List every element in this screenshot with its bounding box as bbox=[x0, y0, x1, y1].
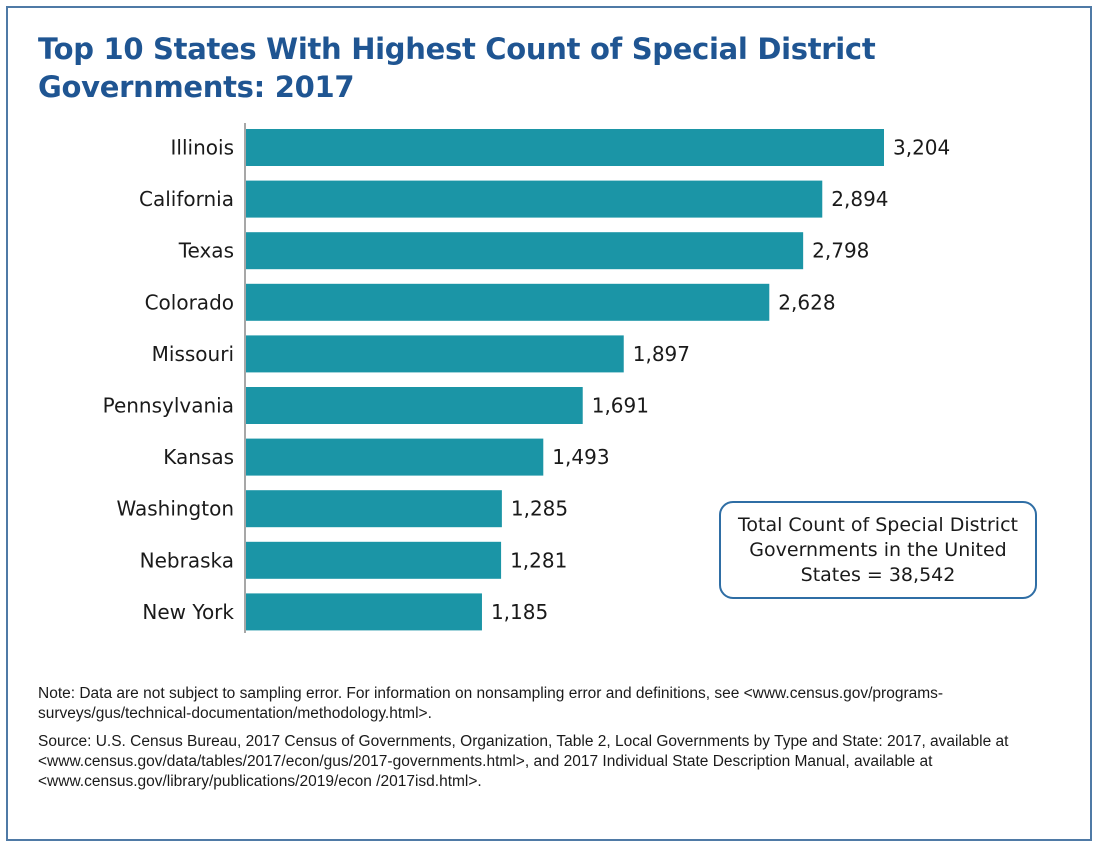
value-label: 1,281 bbox=[510, 548, 567, 572]
value-label: 2,798 bbox=[812, 239, 869, 263]
note-text: Note: Data are not subject to sampling e… bbox=[38, 685, 944, 722]
value-label: 2,894 bbox=[831, 187, 888, 211]
chart-title: Top 10 States With Highest Count of Spec… bbox=[38, 32, 876, 104]
notes-section: Note: Data are not subject to sampling e… bbox=[38, 684, 1048, 800]
value-label: 1,493 bbox=[552, 445, 609, 469]
bar-new-york bbox=[246, 593, 482, 631]
value-label: 1,185 bbox=[491, 600, 548, 624]
category-label: New York bbox=[142, 600, 234, 624]
bar-illinois bbox=[246, 129, 884, 166]
bar-colorado bbox=[246, 283, 770, 321]
value-label: 1,285 bbox=[511, 497, 568, 521]
category-label: Colorado bbox=[145, 290, 234, 314]
category-label: Texas bbox=[178, 239, 234, 263]
bar-texas bbox=[246, 232, 804, 270]
category-label: Illinois bbox=[171, 136, 234, 160]
callout-text: Total Count of Special District Governme… bbox=[738, 513, 1018, 586]
category-label: Pennsylvania bbox=[103, 394, 234, 418]
total-count-callout: Total Count of Special District Governme… bbox=[719, 501, 1037, 599]
bar-missouri bbox=[246, 335, 624, 373]
value-label: 1,897 bbox=[633, 342, 690, 366]
category-label: Missouri bbox=[152, 342, 234, 366]
category-label: Kansas bbox=[163, 445, 234, 469]
value-label: 3,204 bbox=[893, 136, 950, 160]
bar-washington bbox=[246, 490, 502, 528]
bar-kansas bbox=[246, 438, 544, 476]
value-label: 2,628 bbox=[778, 290, 835, 314]
bar-nebraska bbox=[246, 541, 502, 579]
bar-pennsylvania bbox=[246, 387, 583, 424]
bar-california bbox=[246, 180, 823, 218]
category-label: Washington bbox=[116, 497, 234, 521]
category-label: Nebraska bbox=[140, 548, 234, 572]
source-text: Source: U.S. Census Bureau, 2017 Census … bbox=[38, 733, 1009, 790]
value-label: 1,691 bbox=[592, 394, 649, 418]
category-label: California bbox=[139, 187, 234, 211]
